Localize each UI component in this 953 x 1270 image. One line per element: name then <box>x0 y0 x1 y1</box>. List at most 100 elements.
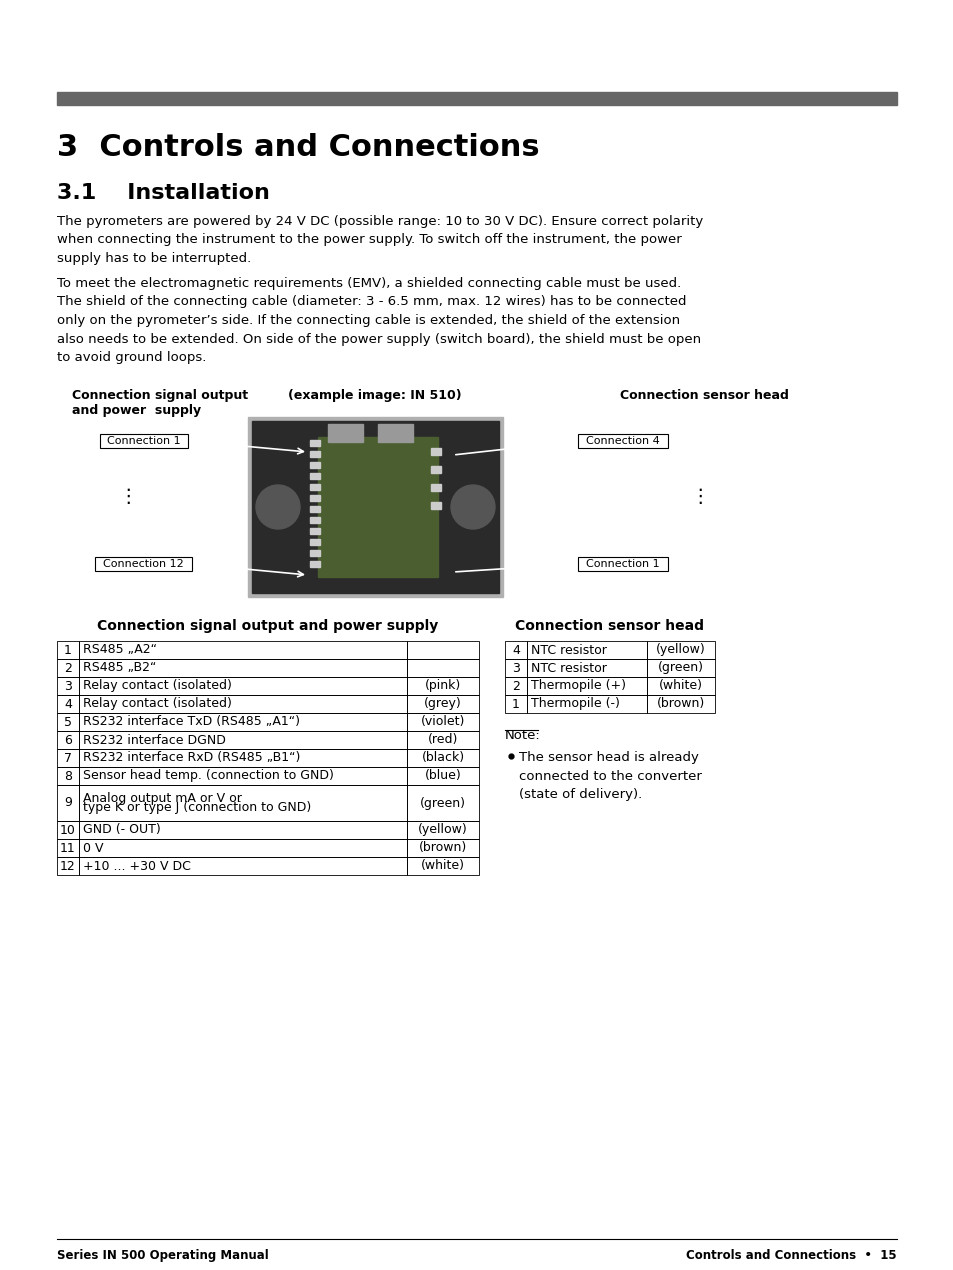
Text: Connection signal output and power supply: Connection signal output and power suppl… <box>97 618 438 632</box>
Text: 12: 12 <box>60 860 76 872</box>
Bar <box>79 749 407 767</box>
Bar <box>57 785 79 820</box>
Bar <box>310 484 319 490</box>
Bar <box>407 659 478 677</box>
Text: Series IN 500 Operating Manual: Series IN 500 Operating Manual <box>57 1248 269 1262</box>
Text: 8: 8 <box>64 770 71 782</box>
Text: Thermopile (-): Thermopile (-) <box>531 697 619 710</box>
Text: Connection sensor head: Connection sensor head <box>515 618 703 632</box>
Bar <box>317 437 437 577</box>
Bar <box>526 641 646 659</box>
Bar <box>79 785 407 820</box>
Bar <box>310 517 319 523</box>
Bar <box>310 538 319 545</box>
Text: Note:: Note: <box>504 729 540 742</box>
Bar <box>79 641 407 659</box>
Text: (grey): (grey) <box>424 697 461 710</box>
Text: RS485 „A2“: RS485 „A2“ <box>83 644 157 657</box>
Text: Thermopile (+): Thermopile (+) <box>531 679 625 692</box>
Circle shape <box>255 485 299 530</box>
Bar <box>100 434 188 448</box>
Bar <box>407 839 478 857</box>
Text: (brown): (brown) <box>657 697 704 710</box>
Text: 10: 10 <box>60 823 76 837</box>
Bar <box>504 677 526 695</box>
Text: (yellow): (yellow) <box>656 644 705 657</box>
Text: (green): (green) <box>658 662 703 674</box>
Bar <box>310 495 319 500</box>
Text: To meet the electromagnetic requirements (EMV), a shielded connecting cable must: To meet the electromagnetic requirements… <box>57 277 700 364</box>
Text: RS485 „B2“: RS485 „B2“ <box>83 662 156 674</box>
Bar <box>407 695 478 712</box>
Bar <box>57 91 896 105</box>
Bar <box>57 641 79 659</box>
Bar <box>504 659 526 677</box>
Bar <box>646 677 714 695</box>
Bar <box>57 695 79 712</box>
Text: (yellow): (yellow) <box>417 823 467 837</box>
Bar <box>95 558 192 572</box>
Bar <box>431 448 440 455</box>
Text: NTC resistor: NTC resistor <box>531 644 606 657</box>
Text: Analog output mA or V or: Analog output mA or V or <box>83 792 242 805</box>
Text: (pink): (pink) <box>424 679 460 692</box>
Bar <box>526 659 646 677</box>
Bar <box>57 659 79 677</box>
Bar <box>57 677 79 695</box>
Text: (white): (white) <box>420 860 464 872</box>
Bar <box>310 528 319 533</box>
Text: Relay contact (isolated): Relay contact (isolated) <box>83 697 232 710</box>
Circle shape <box>451 485 495 530</box>
Bar <box>407 677 478 695</box>
Bar <box>407 820 478 839</box>
Bar <box>578 558 667 572</box>
Bar <box>57 732 79 749</box>
Bar <box>310 472 319 479</box>
Bar <box>310 550 319 556</box>
Bar <box>407 767 478 785</box>
Text: 3: 3 <box>512 662 519 674</box>
Text: (black): (black) <box>421 752 464 765</box>
Text: 4: 4 <box>512 644 519 657</box>
Text: (blue): (blue) <box>424 770 461 782</box>
Bar <box>79 820 407 839</box>
Text: 2: 2 <box>512 679 519 692</box>
Text: NTC resistor: NTC resistor <box>531 662 606 674</box>
Bar <box>310 451 319 457</box>
Text: Connection 4: Connection 4 <box>585 436 659 446</box>
Bar <box>57 820 79 839</box>
Text: The pyrometers are powered by 24 V DC (possible range: 10 to 30 V DC). Ensure co: The pyrometers are powered by 24 V DC (p… <box>57 215 702 265</box>
Bar <box>407 785 478 820</box>
Text: (brown): (brown) <box>418 842 467 855</box>
Text: Connection 1: Connection 1 <box>585 559 659 569</box>
Text: Controls and Connections  •  15: Controls and Connections • 15 <box>685 1248 896 1262</box>
Text: GND (- OUT): GND (- OUT) <box>83 823 161 837</box>
Bar <box>431 484 440 491</box>
Text: 6: 6 <box>64 734 71 747</box>
Text: 9: 9 <box>64 796 71 809</box>
Bar <box>79 839 407 857</box>
Bar <box>79 659 407 677</box>
Bar <box>79 732 407 749</box>
Text: 3: 3 <box>64 679 71 692</box>
Bar <box>377 424 413 442</box>
Bar <box>407 732 478 749</box>
Bar <box>79 767 407 785</box>
Text: RS232 interface DGND: RS232 interface DGND <box>83 734 226 747</box>
Bar <box>252 420 498 593</box>
Text: Connection signal output: Connection signal output <box>71 389 248 403</box>
Text: 11: 11 <box>60 842 76 855</box>
Text: RS232 interface RxD (RS485 „B1“): RS232 interface RxD (RS485 „B1“) <box>83 752 300 765</box>
Text: The sensor head is already
connected to the converter
(state of delivery).: The sensor head is already connected to … <box>518 751 701 801</box>
Text: 3  Controls and Connections: 3 Controls and Connections <box>57 133 539 163</box>
Text: (example image: IN 510): (example image: IN 510) <box>288 389 461 403</box>
Text: (red): (red) <box>427 734 457 747</box>
Bar <box>431 466 440 472</box>
Text: Connection sensor head: Connection sensor head <box>619 389 788 403</box>
Bar <box>57 857 79 875</box>
Bar <box>79 857 407 875</box>
Text: 1: 1 <box>64 644 71 657</box>
Text: 1: 1 <box>512 697 519 710</box>
Bar <box>646 695 714 712</box>
Text: RS232 interface TxD (RS485 „A1“): RS232 interface TxD (RS485 „A1“) <box>83 715 299 729</box>
